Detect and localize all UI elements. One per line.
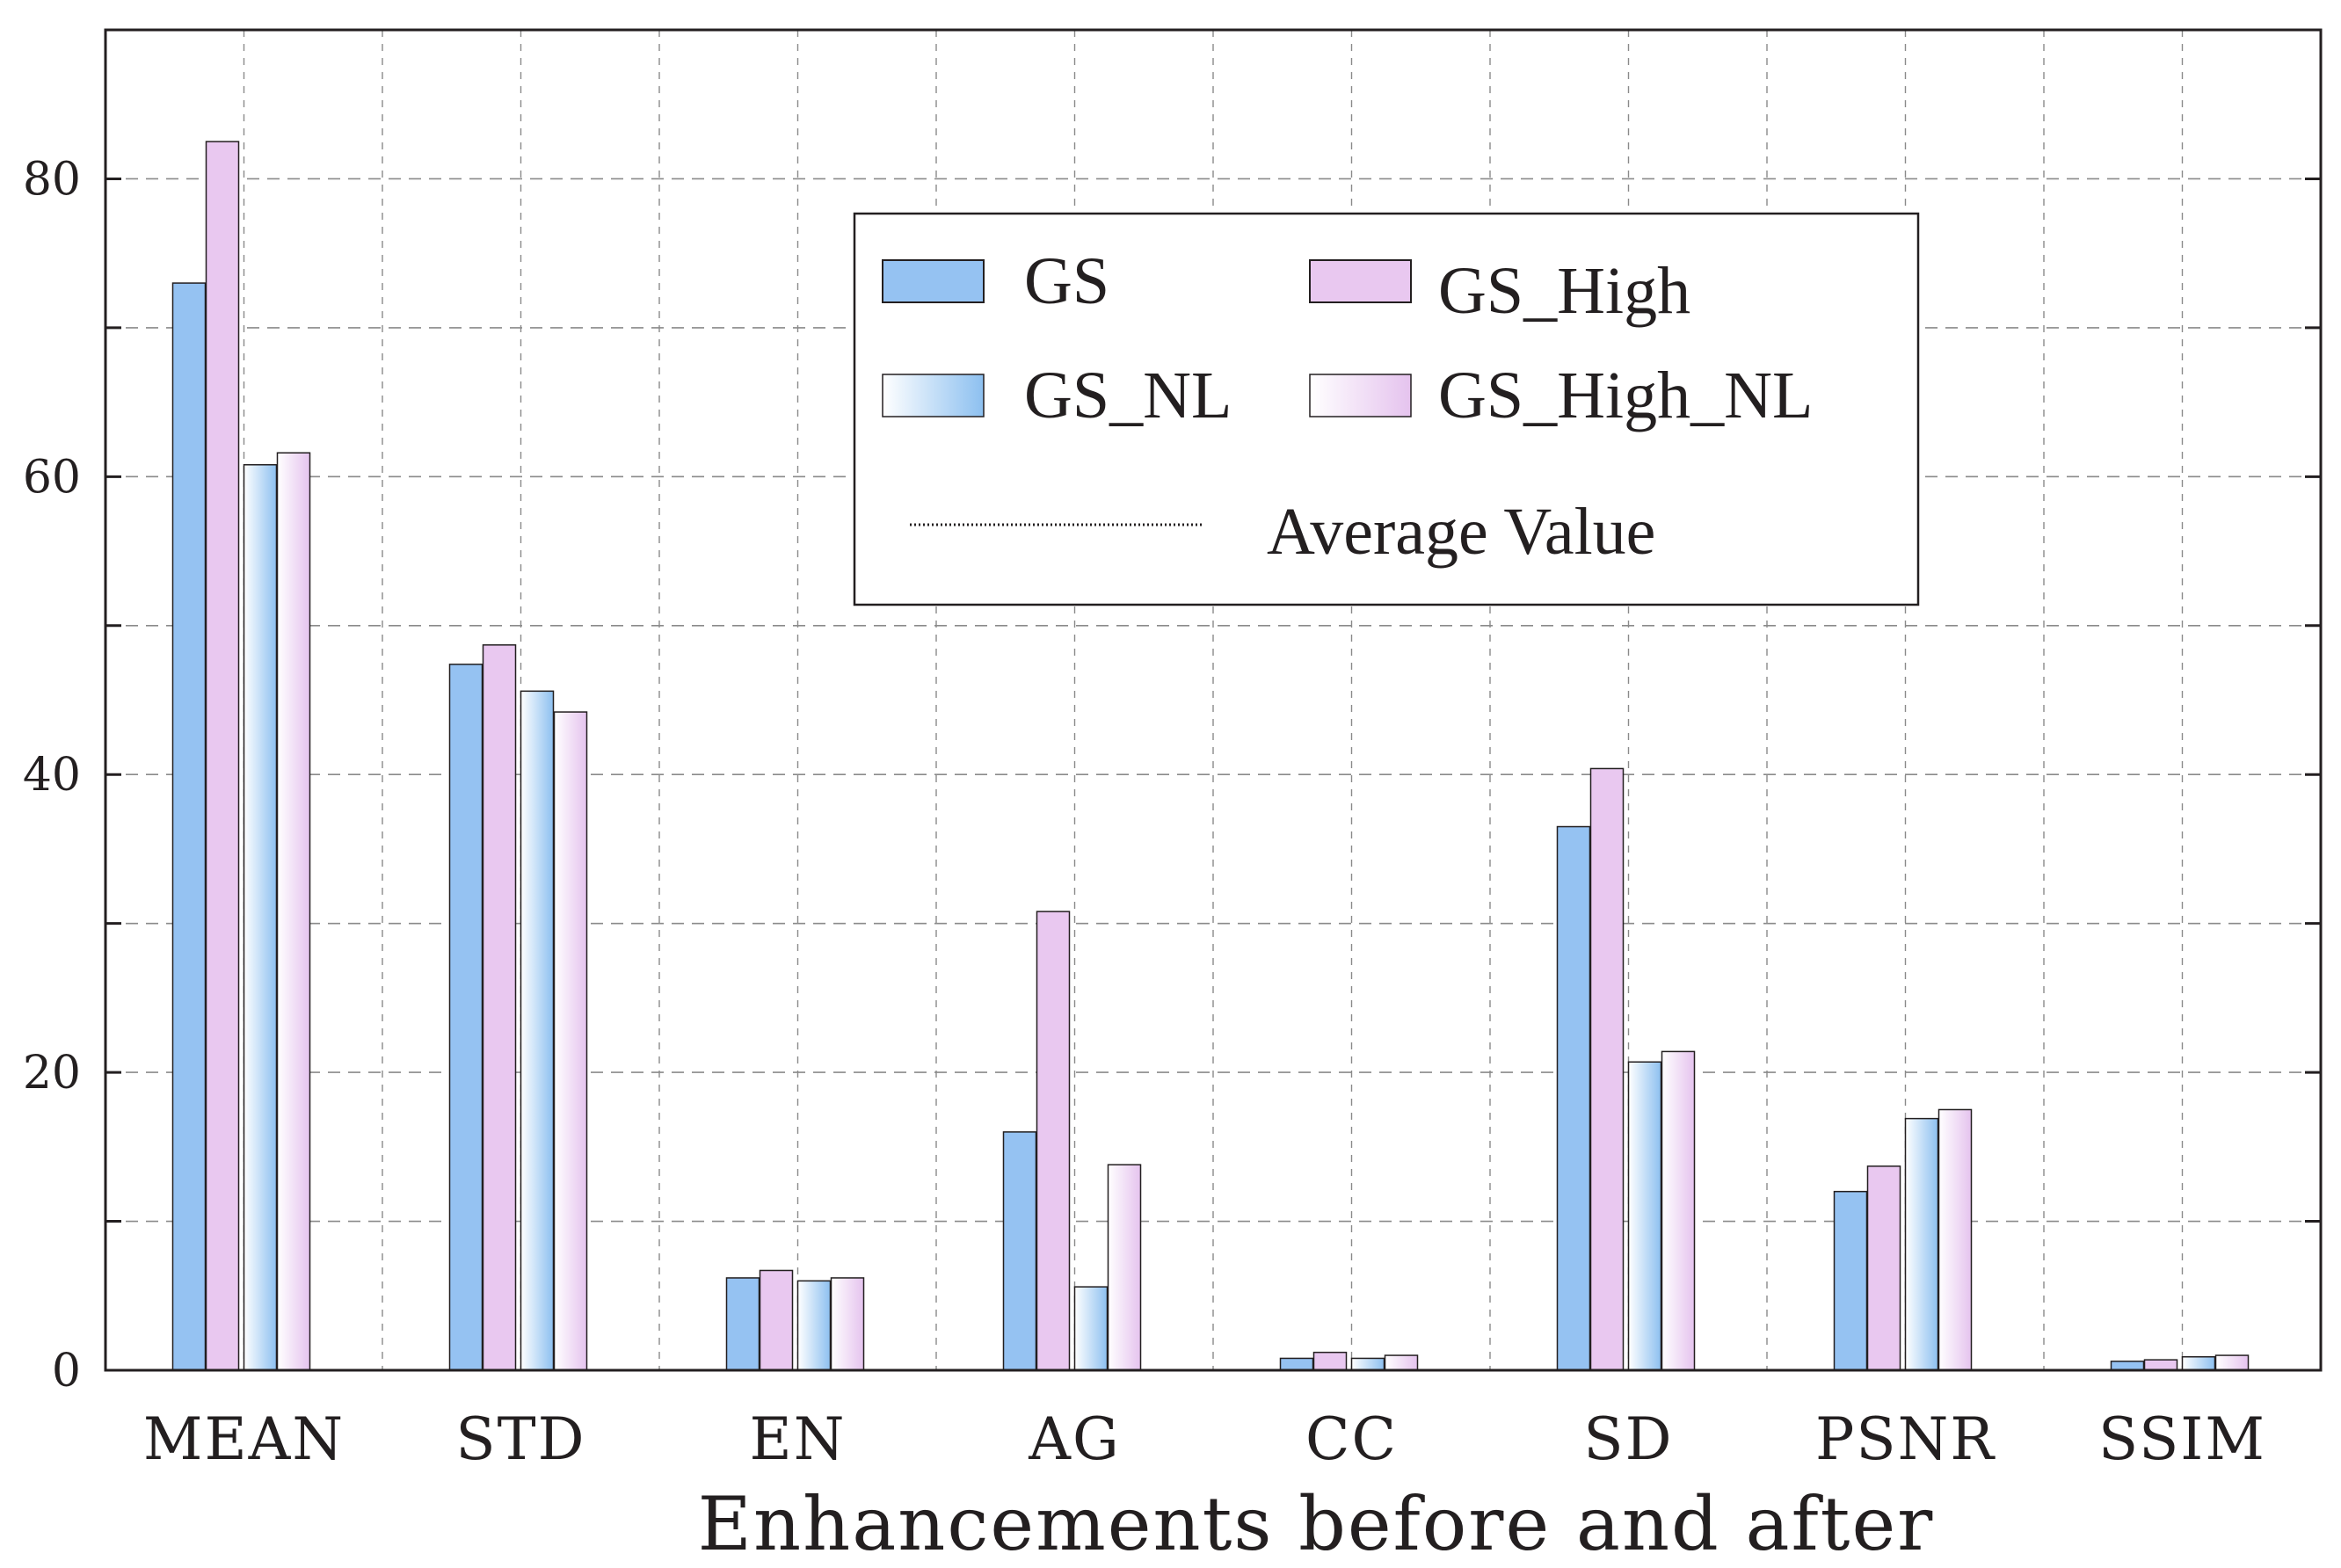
legend-swatch-gs-nl [882, 374, 985, 417]
bar-gs-high-nl-psnr [1938, 1108, 1973, 1371]
bar-gs-nl-cc [1350, 1357, 1385, 1371]
x-tick-label-sd: SD [1583, 1405, 1673, 1473]
legend-label-gs-high: GS_High [1438, 254, 1690, 328]
bar-gs-nl-ag [1073, 1286, 1109, 1371]
y-tick-label: 0 [52, 1345, 81, 1397]
bar-gs-cc [1279, 1357, 1314, 1371]
x-tick-label-en: EN [750, 1405, 847, 1473]
bars [171, 141, 2250, 1371]
bar-gs-mean [171, 282, 207, 1371]
bar-gs-high-nl-cc [1384, 1354, 1419, 1371]
bar-gs-high-std [482, 644, 517, 1371]
bar-gs-ssim [2110, 1361, 2145, 1371]
x-tick-label-psnr: PSNR [1815, 1405, 1996, 1473]
bar-gs-en [725, 1277, 760, 1371]
legend-label-gs-nl: GS_NL [1024, 359, 1232, 432]
x-tick-label-ssim: SSIM [2098, 1405, 2266, 1473]
legend-swatch-gs [882, 259, 985, 303]
legend: GS GS_High GS_NL GS_High_NL Average Valu… [853, 212, 1920, 606]
bar-gs-high-en [759, 1269, 794, 1371]
bar-gs-high-nl-ag [1107, 1164, 1142, 1371]
x-axis-title: Enhancements before and after [698, 1481, 1935, 1567]
bar-gs-high-nl-ssim [2214, 1354, 2250, 1371]
bar-gs-nl-mean [243, 464, 278, 1371]
bar-gs-nl-ssim [2181, 1356, 2216, 1371]
x-tick-label-mean: MEAN [143, 1405, 345, 1473]
bar-gs-sd [1556, 825, 1591, 1371]
bar-gs-high-sd [1589, 767, 1625, 1371]
legend-swatch-gs-high [1309, 259, 1412, 303]
legend-label-average-value: Average Value [1267, 495, 1655, 569]
bar-gs-high-nl-std [553, 711, 588, 1371]
bar-gs-high-nl-en [830, 1277, 865, 1371]
y-tick-label: 60 [23, 451, 81, 504]
y-tick-label: 40 [23, 749, 81, 802]
y-tick-label: 80 [23, 153, 81, 206]
bar-gs-high-nl-mean [276, 452, 311, 1371]
legend-label-gs-high-nl: GS_High_NL [1438, 359, 1813, 432]
x-tick-label-std: STD [455, 1405, 585, 1473]
bar-gs-nl-sd [1627, 1061, 1662, 1371]
bar-gs-high-ag [1036, 911, 1071, 1371]
bar-gs-high-nl-sd [1661, 1050, 1696, 1371]
x-tick-label-cc: CC [1305, 1405, 1398, 1473]
bar-gs-high-ssim [2143, 1359, 2178, 1371]
y-axis-ticks: 0 20 40 60 80 [23, 153, 2321, 1397]
legend-swatch-gs-high-nl [1309, 374, 1412, 417]
bar-gs-high-psnr [1866, 1165, 1901, 1371]
bar-gs-ag [1002, 1131, 1037, 1371]
bar-gs-nl-psnr [1904, 1117, 1939, 1371]
bar-gs-std [448, 664, 483, 1371]
bar-gs-nl-en [796, 1280, 832, 1371]
y-tick-label: 20 [23, 1047, 81, 1100]
legend-label-gs: GS [1024, 244, 1109, 318]
bar-gs-psnr [1833, 1190, 1868, 1371]
bar-gs-high-mean [205, 141, 240, 1371]
x-axis-category-labels: MEAN STD EN AG CC SD PSNR SSIM [143, 1405, 2266, 1473]
bar-gs-nl-std [520, 690, 555, 1371]
bar-gs-high-cc [1312, 1351, 1348, 1371]
plot-frame [104, 28, 2323, 1372]
x-tick-label-ag: AG [1028, 1405, 1120, 1473]
